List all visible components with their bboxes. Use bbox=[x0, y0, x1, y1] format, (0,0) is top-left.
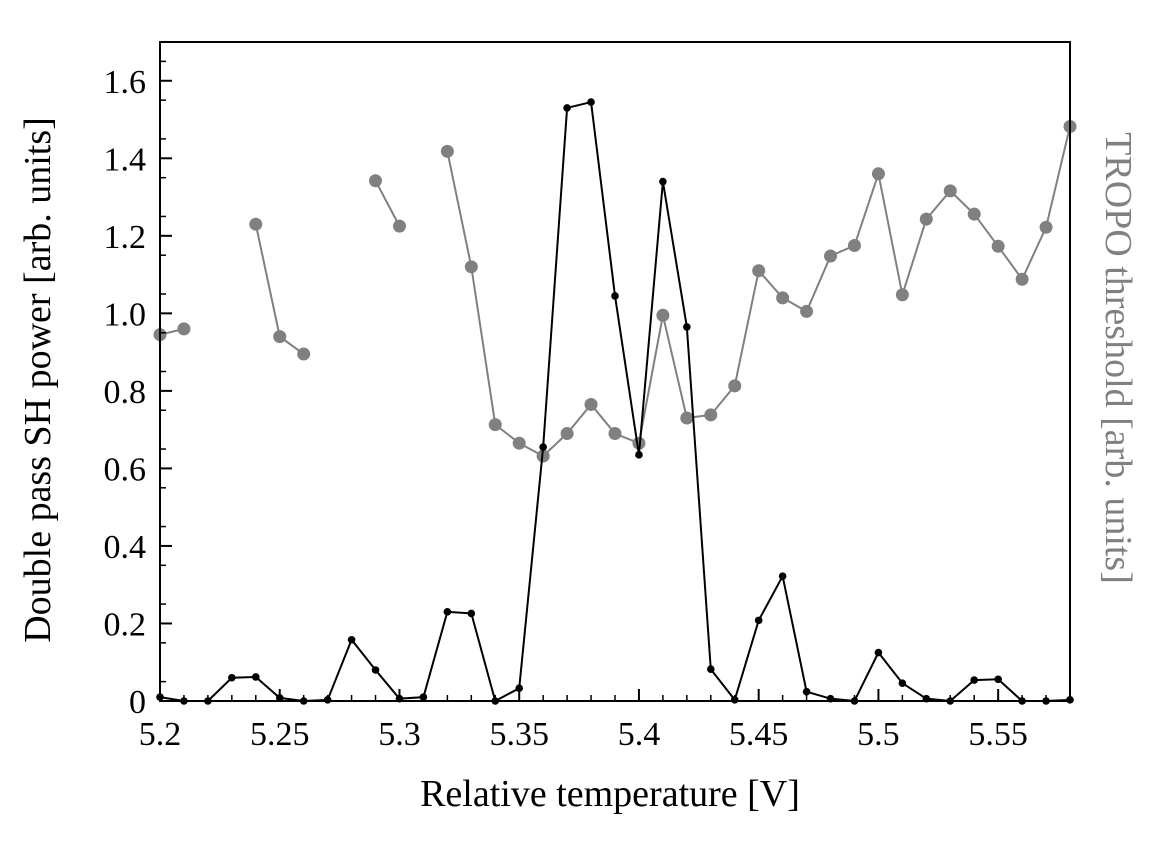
series-line bbox=[159, 100, 1071, 703]
x-axis-title: Relative temperature [V] bbox=[420, 773, 800, 815]
x-tick-label: 5.3 bbox=[378, 716, 421, 753]
data-point bbox=[970, 676, 979, 684]
data-point bbox=[919, 212, 933, 226]
data-point bbox=[680, 411, 694, 425]
data-point bbox=[584, 397, 598, 411]
data-point bbox=[273, 330, 287, 344]
data-point bbox=[635, 451, 643, 459]
data-point bbox=[898, 679, 907, 687]
x-tick-label: 5.5 bbox=[857, 716, 900, 753]
data-point bbox=[802, 687, 811, 696]
y-tick-label: 0 bbox=[129, 684, 146, 721]
x-tick-label: 5.25 bbox=[250, 716, 310, 753]
y2-axis-title: TROPO threshold [arb. units] bbox=[1097, 132, 1139, 584]
data-point bbox=[778, 572, 787, 580]
series-layer bbox=[153, 98, 1077, 705]
ticks-layer: 5.2 5.25 5.3 5.35 5.4 5.45 5.5 5.55 0 0.2 0.4 0.6 0.… bbox=[104, 60, 1071, 753]
data-point bbox=[994, 675, 1002, 684]
data-point bbox=[1015, 272, 1029, 286]
data-point bbox=[656, 308, 670, 322]
data-point bbox=[611, 292, 619, 300]
data-point bbox=[824, 249, 838, 263]
data-point bbox=[704, 408, 718, 422]
y-tick-label: 1.2 bbox=[104, 219, 147, 256]
data-point bbox=[563, 104, 571, 112]
series-sh_power bbox=[156, 98, 1074, 705]
data-point bbox=[1039, 220, 1053, 234]
x-tick-label: 5.4 bbox=[618, 716, 661, 753]
x-tick-label: 5.55 bbox=[968, 716, 1028, 753]
data-point bbox=[752, 264, 766, 278]
y-tick-label: 1.4 bbox=[104, 141, 147, 178]
plot-frame bbox=[159, 41, 1071, 702]
data-point bbox=[392, 219, 406, 233]
data-point bbox=[177, 322, 191, 336]
data-point bbox=[443, 608, 452, 616]
data-point bbox=[464, 260, 478, 274]
data-point bbox=[706, 665, 715, 674]
data-point bbox=[800, 304, 814, 318]
data-point bbox=[560, 427, 574, 441]
data-point bbox=[871, 167, 885, 181]
data-point bbox=[539, 443, 547, 451]
y-tick-label: 0.2 bbox=[104, 606, 147, 643]
x-tick-label: 5.35 bbox=[489, 716, 549, 753]
data-point bbox=[467, 609, 476, 618]
data-point bbox=[515, 684, 524, 693]
data-point bbox=[895, 288, 909, 302]
data-point bbox=[249, 217, 263, 231]
data-point bbox=[847, 239, 861, 253]
y-tick-label: 0.4 bbox=[104, 529, 147, 566]
data-point bbox=[991, 239, 1005, 253]
data-point bbox=[728, 379, 742, 393]
data-point bbox=[659, 177, 667, 186]
data-point bbox=[874, 648, 883, 657]
data-point bbox=[228, 673, 236, 682]
series-line bbox=[374, 180, 401, 227]
x-tick-label: 5.2 bbox=[139, 716, 182, 753]
axes-layer bbox=[159, 41, 1071, 702]
y-axis-title: Double pass SH power [arb. units] bbox=[17, 117, 59, 643]
data-point bbox=[251, 673, 260, 681]
x-tick-label: 5.45 bbox=[729, 716, 789, 753]
y-tick-label: 0.6 bbox=[104, 451, 147, 488]
y-tick-label: 1.0 bbox=[104, 296, 147, 333]
data-point bbox=[754, 616, 763, 625]
y-tick-label: 0.8 bbox=[104, 374, 147, 411]
data-point bbox=[512, 436, 526, 450]
data-point bbox=[369, 174, 383, 188]
data-point bbox=[297, 347, 311, 361]
data-point bbox=[967, 207, 981, 221]
data-point bbox=[776, 291, 790, 305]
series-tropo bbox=[153, 120, 1077, 463]
y-tick-label: 1.6 bbox=[104, 64, 147, 101]
data-point bbox=[683, 323, 691, 331]
data-point bbox=[608, 427, 622, 441]
data-point bbox=[587, 98, 595, 106]
data-point bbox=[347, 635, 356, 644]
series-line bbox=[446, 126, 1071, 458]
data-point bbox=[440, 144, 454, 158]
data-point bbox=[488, 418, 502, 432]
data-point bbox=[371, 666, 380, 674]
data-point bbox=[943, 184, 957, 198]
